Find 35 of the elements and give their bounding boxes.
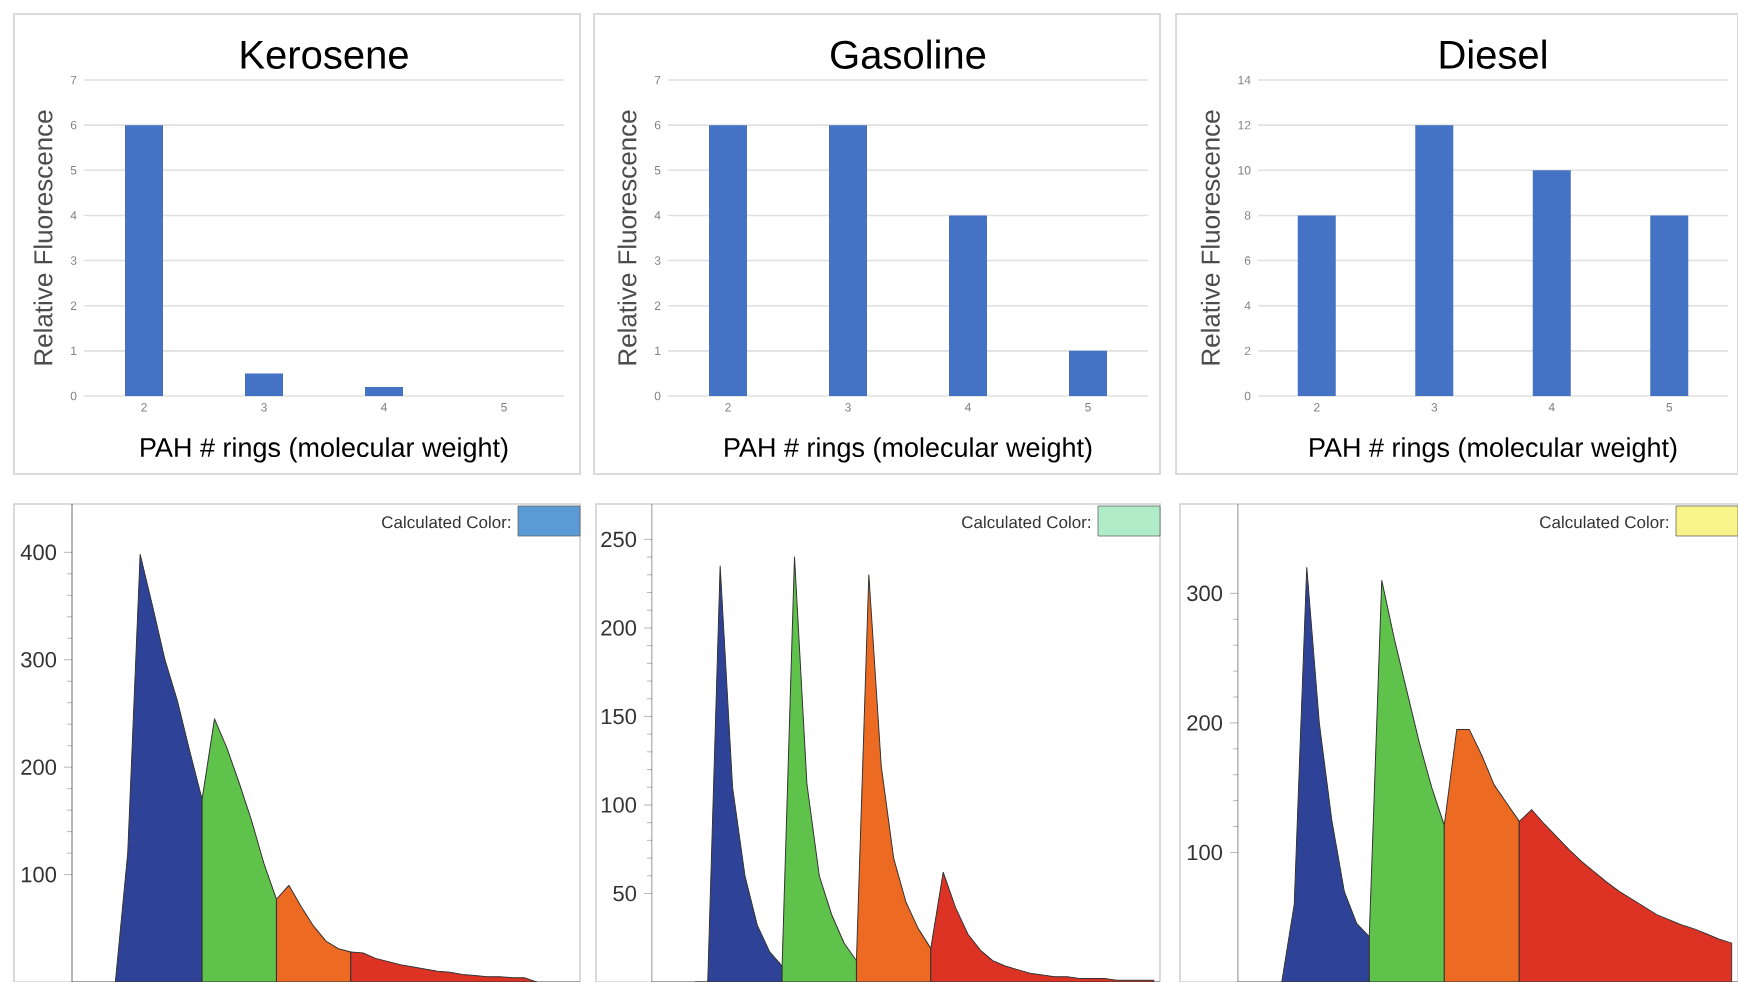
y-tick-label: 400 <box>20 544 57 561</box>
y-tick-label: 200 <box>601 620 637 636</box>
bar <box>1069 350 1108 396</box>
y-tick-label: 100 <box>1187 844 1223 861</box>
bar <box>1297 215 1336 396</box>
chart-title: Kerosene <box>241 41 408 69</box>
y-tick-label: 200 <box>1187 715 1223 731</box>
chart-title: Diesel <box>1440 39 1546 69</box>
bar <box>709 125 748 396</box>
y-tick-label: 200 <box>21 759 57 775</box>
y-tick-label: 100 <box>21 866 57 883</box>
annotation: Calculated Color: <box>962 515 1091 529</box>
x-axis-title: PAH # rings (molecular weight) <box>141 437 508 463</box>
bar <box>125 125 164 396</box>
bar <box>1415 125 1454 396</box>
y-tick-label: 100 <box>601 797 637 813</box>
chart-title: Gasoline <box>831 39 986 69</box>
bar <box>245 373 284 396</box>
bar <box>829 125 868 396</box>
annotation: Calculated Color: <box>382 515 511 529</box>
y-tick-label: 300 <box>1187 585 1223 602</box>
bar <box>1650 215 1689 396</box>
bar <box>949 215 988 396</box>
x-axis-title: PAH # rings (molecular weight) <box>1310 437 1677 463</box>
annotation: Calculated Color: <box>1540 515 1669 529</box>
y-axis-title: Relative Fluorescence <box>1200 110 1220 365</box>
bar <box>365 386 404 396</box>
x-axis-title: PAH # rings (molecular weight) <box>725 437 1092 463</box>
y-tick-label: 150 <box>601 708 637 725</box>
bar <box>1532 170 1571 396</box>
y-tick-label: 300 <box>21 651 57 668</box>
y-tick-label: 250 <box>601 531 637 548</box>
y-axis-title: Relative Fluorescence <box>617 110 637 365</box>
y-axis-title: Relative Fluorescence <box>33 110 53 365</box>
y-tick-label: 50 <box>613 885 637 902</box>
